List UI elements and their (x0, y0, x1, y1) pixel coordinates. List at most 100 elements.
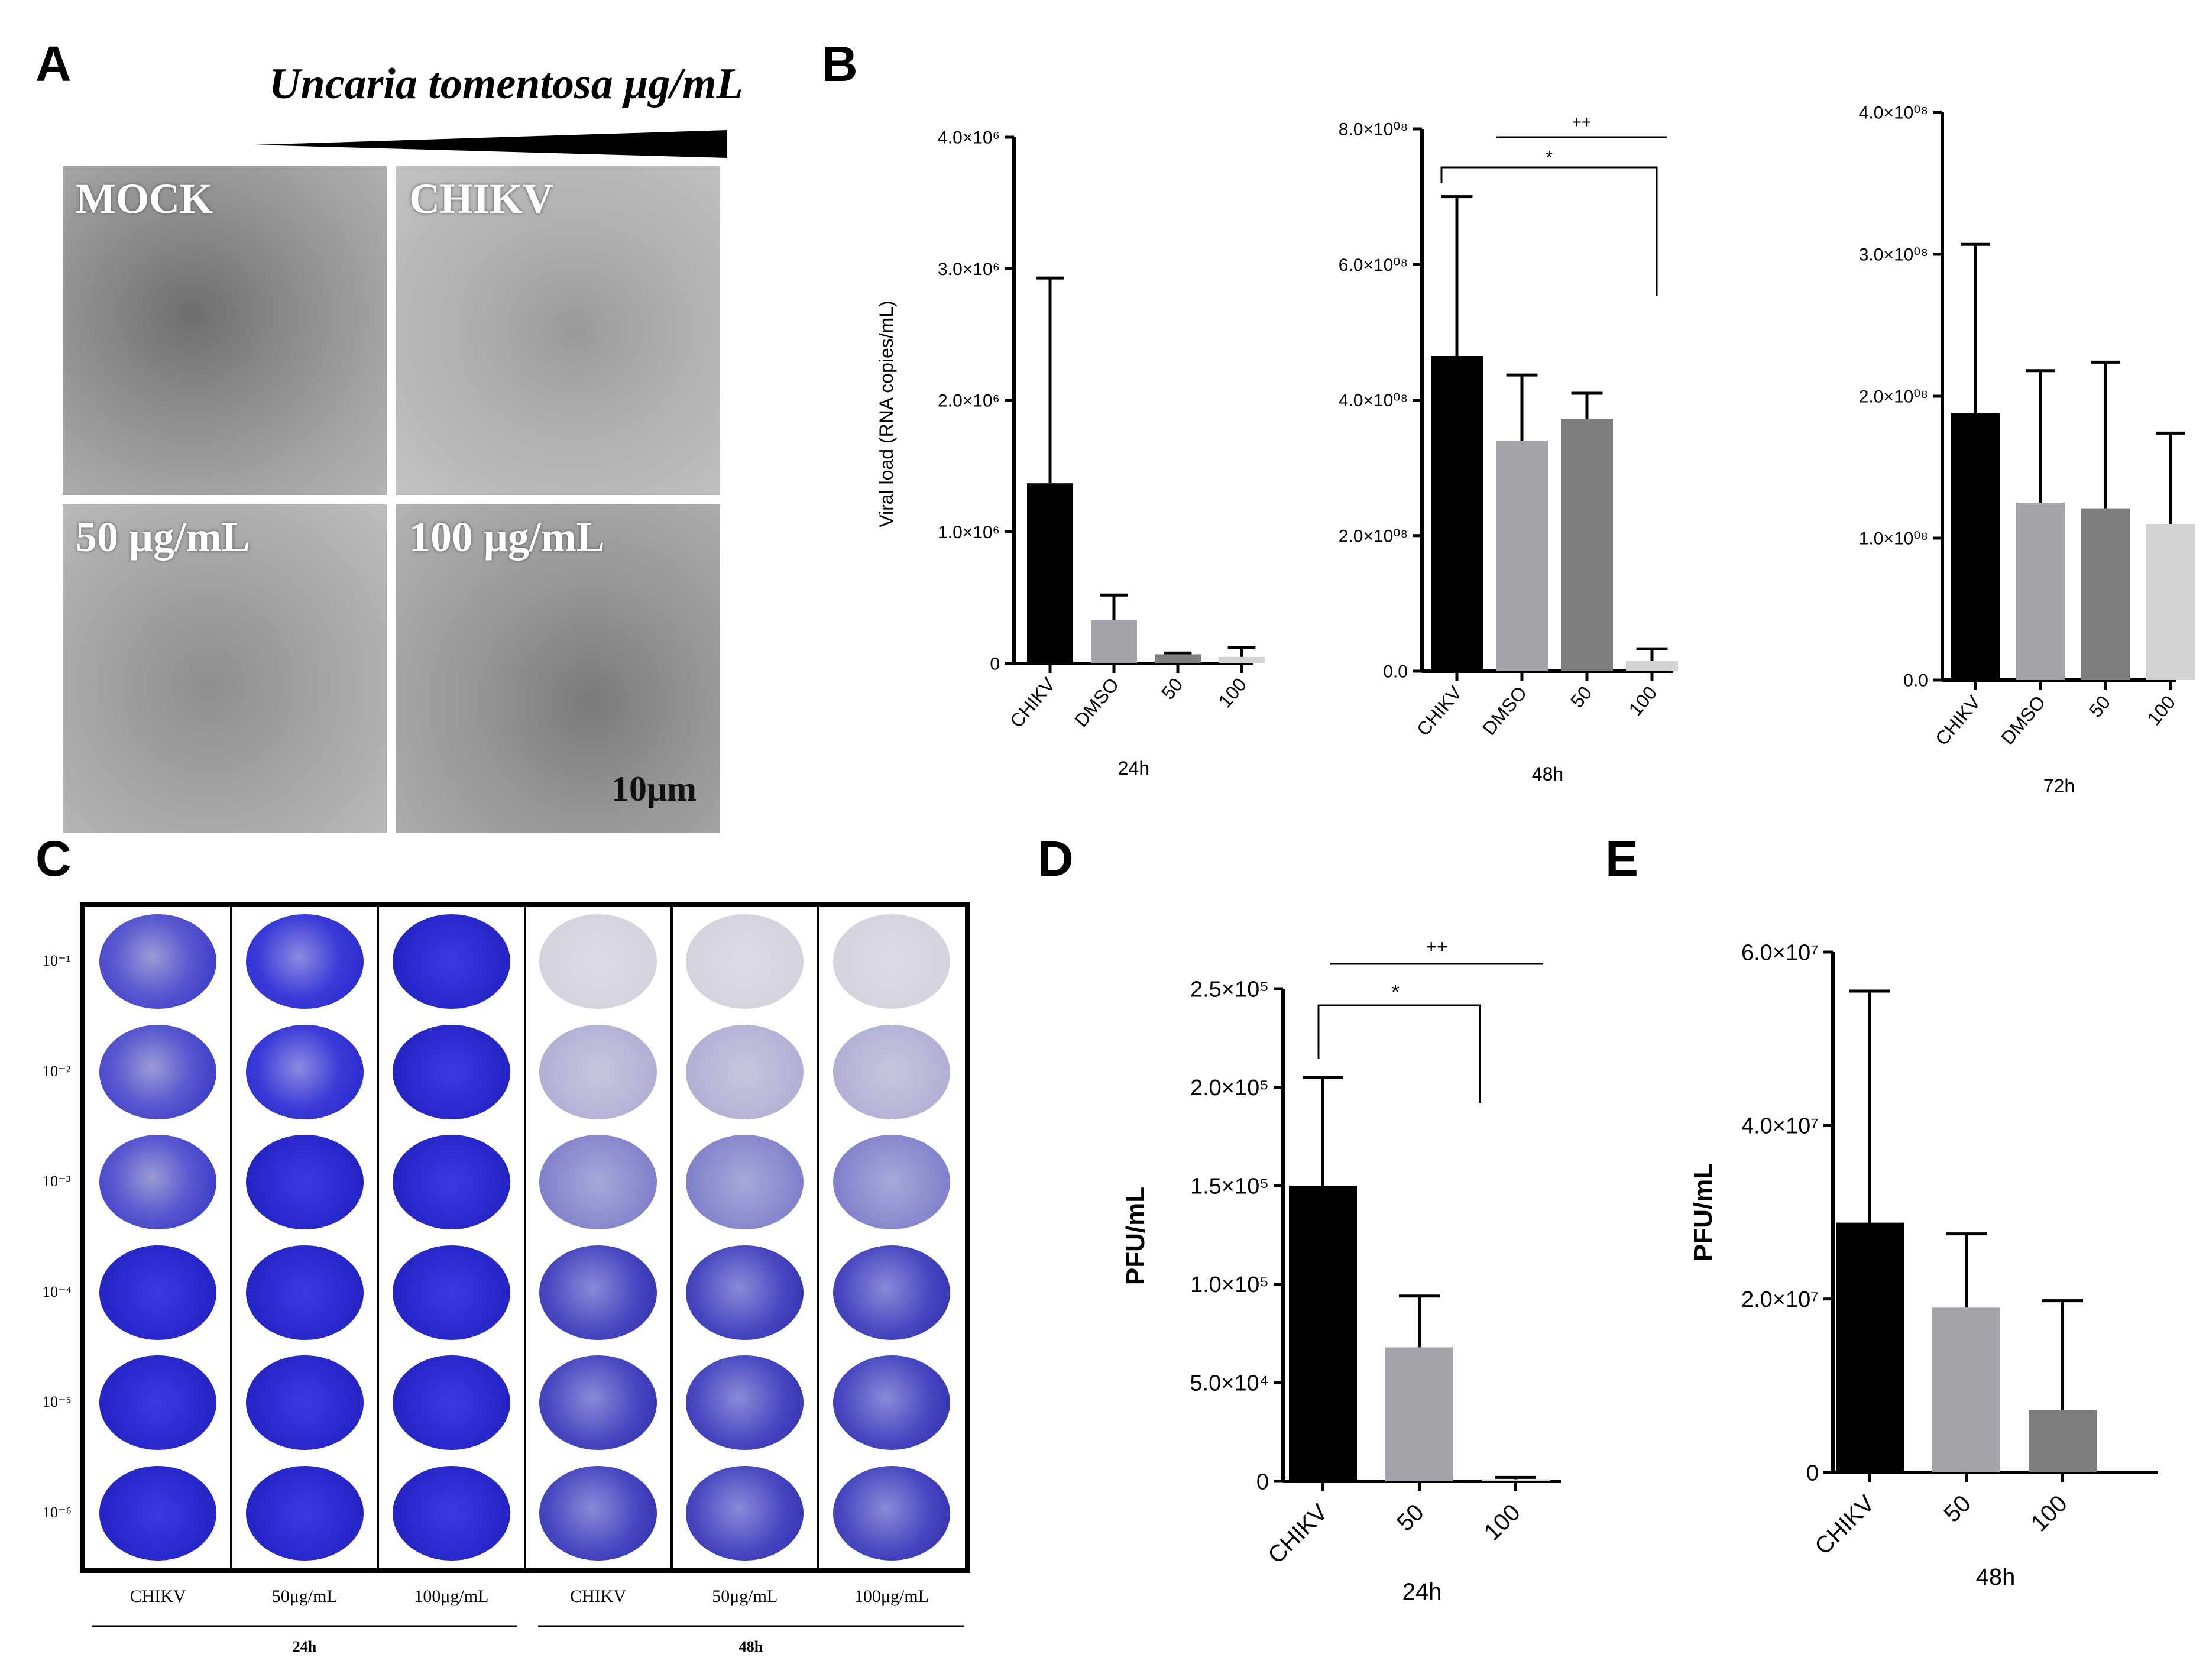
plaque-well (99, 1245, 217, 1340)
y-tick-label: 0 (990, 655, 1000, 674)
significance-mark: * (1546, 148, 1553, 167)
category-label: 100 (2143, 691, 2179, 729)
plaque-well (245, 914, 364, 1009)
y-tick-label: 2.5×10⁵ (1190, 977, 1269, 1002)
micrograph-100: 100 μg/mL 10μm (393, 501, 724, 837)
plaque-well (832, 914, 951, 1009)
dilution-label: 10⁻⁵ (43, 1393, 72, 1411)
category-label: CHIKV (1810, 1490, 1880, 1560)
dilution-label: 10⁻³ (43, 1173, 71, 1190)
panel-letter-c: C (35, 831, 72, 886)
bar (1951, 413, 2000, 680)
scale-bar-label: 10μm (611, 769, 697, 808)
plaque-plate (80, 902, 970, 1573)
plaque-well (832, 1355, 951, 1451)
category-label: DMSO (1478, 682, 1531, 739)
significance-bracket (1317, 1004, 1481, 1103)
category-label: 100 (1479, 1499, 1525, 1545)
category-label: CHIKV (1413, 682, 1466, 740)
plaque-well (393, 1355, 510, 1451)
plate-grid (85, 907, 965, 1568)
plaque-well (686, 1355, 804, 1451)
y-tick-label: 6.0×10⁰⁸ (1339, 255, 1408, 275)
panel-letter-d: D (1038, 831, 1074, 886)
plaque-well (539, 1465, 657, 1561)
category-label: DMSO (1997, 691, 2049, 749)
y-axis-label: PFU/mL (1689, 1163, 1718, 1261)
plaque-well (393, 1465, 510, 1561)
dilution-label: 10⁻² (43, 1062, 71, 1080)
plate-column-divider (230, 907, 233, 1568)
plaque-well (99, 1355, 217, 1451)
bar (1155, 654, 1201, 663)
significance-mark: ++ (1572, 113, 1592, 131)
bar (2016, 503, 2065, 680)
plaque-well (393, 1135, 510, 1230)
y-tick-label: 3.0×10⁶ (938, 260, 1000, 279)
dilution-label: 10⁻⁶ (43, 1503, 72, 1521)
plaque-well (686, 1245, 804, 1340)
plaque-well (832, 1245, 951, 1340)
x-axis-label: 72h (2043, 775, 2075, 797)
category-label: CHIKV (1006, 674, 1060, 732)
chart-d: 0 5.0×10⁴ 1.0×10⁵ 1.5×10⁵ 2.0×10⁵ 2.5×10⁵ CHIK… (1121, 936, 1561, 1605)
y-tick-label: 4.0×10⁶ (938, 128, 1000, 148)
panel-letter-b: B (822, 36, 858, 92)
plaque-well (393, 1245, 510, 1340)
y-tick-label: 1.0×10⁵ (1190, 1273, 1269, 1297)
category-label: 100 (1214, 674, 1251, 711)
y-tick-label: 4.0×10⁰⁸ (1859, 103, 1928, 123)
micrograph-chikv: CHIKV (393, 163, 724, 499)
plate-column-divider (523, 907, 526, 1568)
category-label: 50 (1939, 1490, 1976, 1527)
panel-letter-e: E (1605, 831, 1639, 886)
dilution-label: 10⁻¹ (43, 952, 71, 970)
y-tick-label: 2.0×10⁰⁸ (1339, 526, 1408, 546)
significance-mark: * (1391, 980, 1400, 1004)
plate-column-divider (670, 907, 673, 1568)
time-label-24h: 24h (292, 1638, 317, 1655)
x-axis-label: 48h (1976, 1564, 2016, 1590)
plaque-well (539, 1245, 657, 1340)
plate-column-label: 100μg/mL (854, 1587, 929, 1606)
y-tick-label: 4.0×10⁷ (1741, 1114, 1819, 1139)
plaque-well (245, 1245, 364, 1340)
plaque-well (686, 1135, 804, 1230)
category-label: 50 (1566, 682, 1596, 711)
plaque-well (686, 1024, 804, 1119)
plaque-well (686, 914, 804, 1009)
plaque-well (99, 1135, 217, 1230)
plaque-well (539, 1135, 657, 1230)
plaque-well (245, 1024, 364, 1119)
plaque-well (245, 1135, 364, 1230)
y-tick-label: 6.0×10⁷ (1741, 940, 1819, 965)
micrograph-label: 100 μg/mL (409, 513, 605, 561)
plaque-well (832, 1465, 951, 1561)
micrograph-mock: MOCK (59, 163, 390, 499)
time-label-48h: 48h (738, 1638, 763, 1655)
plaque-well (393, 914, 510, 1009)
plate-column-divider (377, 907, 380, 1568)
plate-column-divider (817, 907, 819, 1568)
category-label: DMSO (1070, 674, 1123, 731)
category-label: 100 (1624, 682, 1661, 720)
plaque-well (99, 914, 217, 1009)
plaque-well (686, 1465, 804, 1561)
uncaria-gradient-label: Uncaria tomentosa μg/mL (269, 60, 743, 108)
bar (1289, 1186, 1357, 1481)
y-tick-label: 0 (1256, 1469, 1269, 1494)
plaque-well (539, 914, 657, 1009)
plate-column-label: 50μg/mL (271, 1587, 338, 1606)
category-label: CHIKV (1263, 1499, 1333, 1569)
category-label: 50 (1392, 1499, 1429, 1536)
chart-e: 0 2.0×10⁷ 4.0×10⁷ 6.0×10⁷ CHIKV 50 100 48h PFU/m… (1689, 940, 2158, 1590)
y-tick-label: 2.0×10⁶ (938, 391, 1000, 411)
bar (1496, 441, 1548, 671)
plaque-well (832, 1024, 951, 1119)
plaque-well (832, 1135, 951, 1230)
bar (1561, 419, 1613, 671)
y-tick-label: 2.0×10⁰⁸ (1859, 387, 1928, 407)
plaque-well (245, 1465, 364, 1561)
y-tick-label: 4.0×10⁰⁸ (1339, 391, 1408, 410)
